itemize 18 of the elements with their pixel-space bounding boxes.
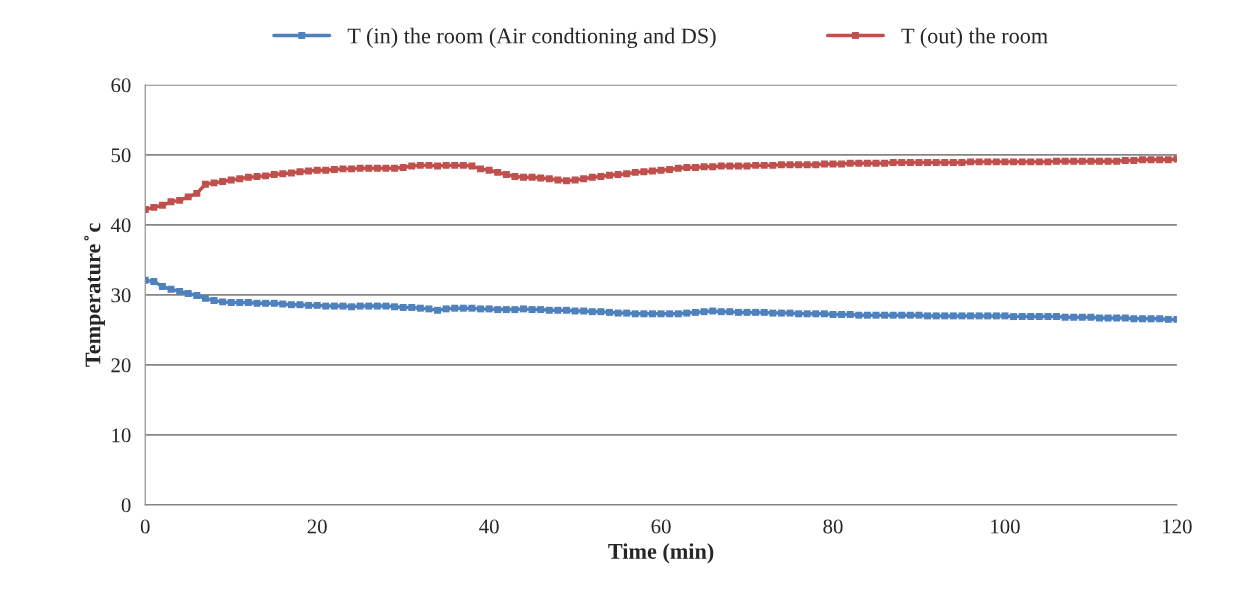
x-tick-label: 80: [823, 519, 843, 534]
y-tick-label: 0: [121, 498, 131, 513]
x-tick-label: 0: [140, 519, 150, 534]
y-tick-label: 20: [111, 358, 131, 373]
y-axis-title: Temperature ̊ c: [84, 223, 105, 367]
x-tick-label: 100: [991, 519, 1020, 534]
y-tick-label: 50: [111, 148, 131, 163]
y-tick-label: 60: [111, 78, 131, 93]
y-tick-label: 40: [110, 218, 131, 233]
legend-label: T (in) the room (Air condtioning and DS): [347, 27, 716, 49]
legend-label: T (out) the room: [901, 27, 1048, 49]
y-tick-label: 10: [112, 428, 131, 443]
y-tick-label: 30: [111, 288, 131, 303]
x-tick-label: 60: [651, 519, 671, 534]
x-axis-title: Time (min): [608, 543, 714, 564]
x-tick-label: 120: [1163, 519, 1192, 534]
x-tick-label: 20: [307, 519, 327, 534]
x-tick-label: 40: [479, 519, 499, 534]
